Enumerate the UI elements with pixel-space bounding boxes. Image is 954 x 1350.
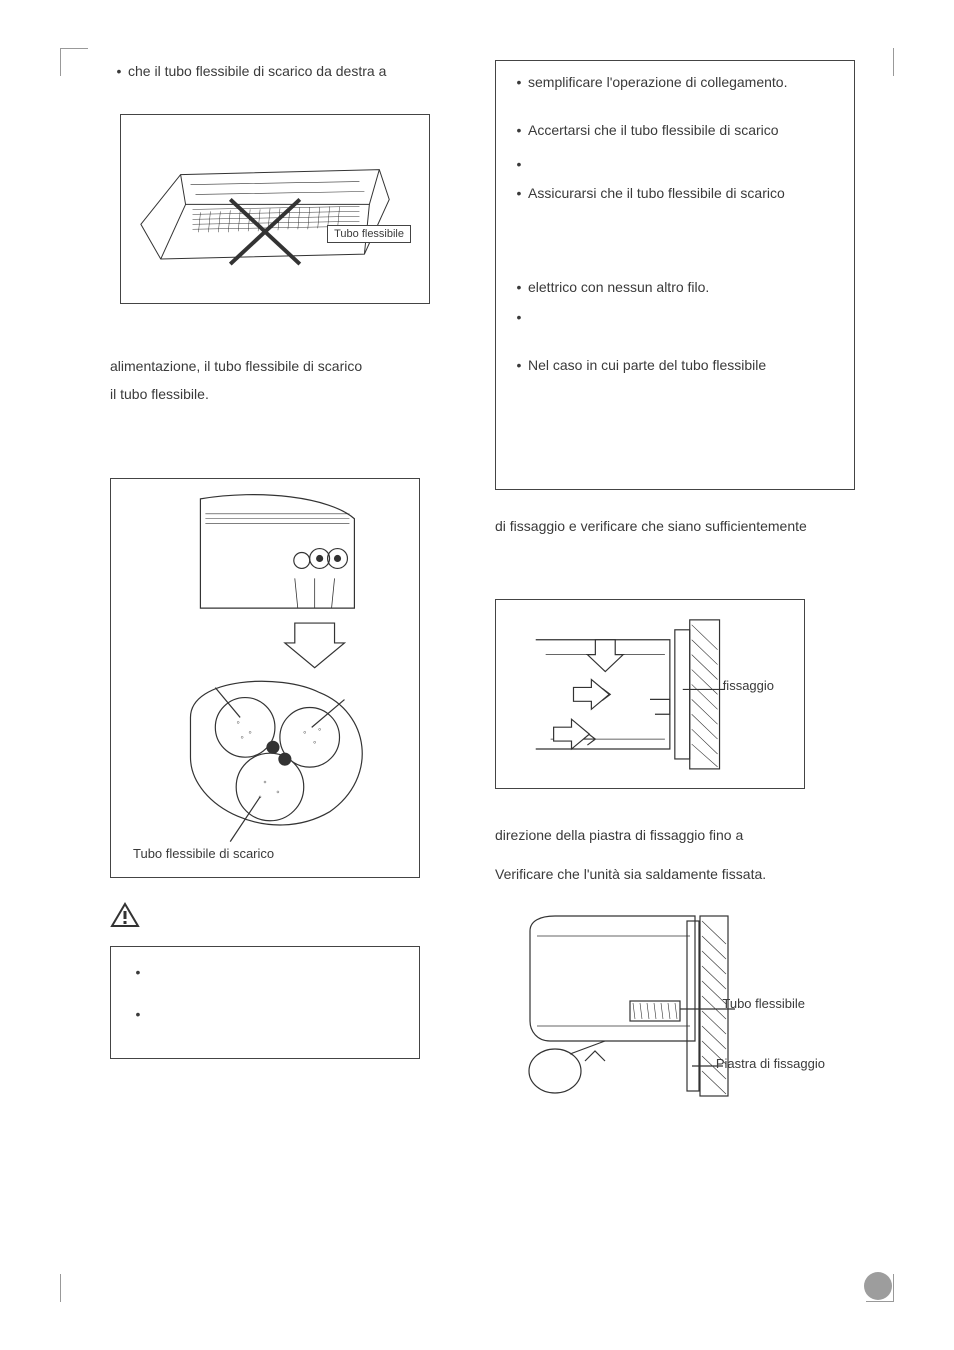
bullet-dot: • [510,306,528,330]
bullet-dot: • [510,153,528,177]
left-paragraph: alimentazione, il tubo flessibile di sca… [110,352,450,408]
r-bullet-1-text: Accertarsi che il tubo flessibile di sca… [528,119,842,143]
figure1-label: Tubo flessibile [327,225,411,243]
warning-box: • • [110,946,420,1060]
crop-mark-tr [890,48,894,76]
pipe-bundle-illustration [111,479,419,876]
r-bullet-0-text: semplificare l'operazione di collegament… [528,71,842,95]
r-bullet-3: •Assicurarsi che il tubo flessibile di s… [510,182,842,206]
r-bullet-2: • [510,153,842,177]
figure3-label: fissaggio [723,678,774,693]
page: • che il tubo flessibile di scarico da d… [0,0,954,1350]
crop-mark-tl [60,48,88,76]
figure4-label-2: Piastra di fissaggio [716,1056,825,1071]
figure4-label-1: Tubo flessibile [722,996,805,1011]
figure-mounted: Tubo flessibile Piastra di fissaggio [495,906,845,1106]
r-bullet-0: •semplificare l'operazione di collegamen… [510,71,842,95]
page-number-circle [864,1272,892,1300]
hook-illustration [496,600,804,789]
r-bullet-6: •Nel caso in cui parte del tubo flessibi… [510,354,842,378]
bullet-dot: • [110,60,128,84]
right-freetext-3: Verificare che l'unità sia saldamente fi… [495,862,865,887]
bullet-dot: • [129,961,147,985]
r-bullet-4: •elettrico con nessun altro filo. [510,276,842,300]
right-column: •semplificare l'operazione di collegamen… [495,60,865,1106]
warn-bullet-2-text [147,1003,405,1027]
figure2-label: Tubo flessibile di scarico [133,846,274,861]
warning-icon [110,902,140,928]
warn-bullet-1-text [147,961,405,985]
warn-bullet-2: • [129,1003,405,1027]
figure-hook: fissaggio [495,599,805,789]
r-bullet-1: •Accertarsi che il tubo flessibile di sc… [510,119,842,143]
warn-bullet-1: • [129,961,405,985]
r-bullet-5-text [528,306,842,330]
left-para-line1: alimentazione, il tubo flessibile di sca… [110,352,450,380]
r-bullet-3-text: Assicurarsi che il tubo flessibile di sc… [528,182,842,206]
right-freetext-1: di fissaggio e verificare che siano suff… [495,514,865,539]
bullet-dot: • [510,71,528,95]
warning-section [110,902,450,928]
crop-mark-bl [60,1274,64,1302]
figure-ac-unit: Tubo flessibile [120,114,430,304]
r-bullet-2-text [528,153,842,177]
left-column: • che il tubo flessibile di scarico da d… [110,60,450,1059]
right-freetext-2: direzione della piastra di fissaggio fin… [495,823,865,848]
bullet-dot: • [510,276,528,300]
bullet-dot: • [510,119,528,143]
left-para-line2: il tubo flessibile. [110,380,450,408]
left-top-bullet-text: che il tubo flessibile di scarico da des… [128,60,450,84]
bullet-dot: • [510,354,528,378]
r-bullet-6-text: Nel caso in cui parte del tubo flessibil… [528,354,842,378]
r-bullet-5: • [510,306,842,330]
right-info-box: •semplificare l'operazione di collegamen… [495,60,855,490]
r-bullet-4-text: elettrico con nessun altro filo. [528,276,842,300]
bullet-dot: • [510,182,528,206]
bullet-dot: • [129,1003,147,1027]
ac-unit-illustration [121,115,429,304]
figure-pipe-bundle: Tubo flessibile di scarico [110,478,420,878]
left-top-bullet: • che il tubo flessibile di scarico da d… [110,60,450,84]
